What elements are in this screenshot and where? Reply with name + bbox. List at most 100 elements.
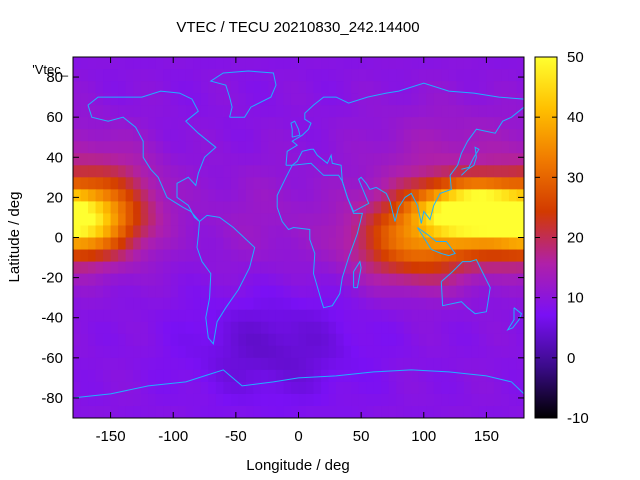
heatmap-cell bbox=[441, 261, 450, 275]
heatmap-cell bbox=[351, 261, 360, 275]
heatmap-cell bbox=[290, 381, 299, 395]
heatmap-cell bbox=[313, 405, 322, 419]
heatmap-cell bbox=[163, 117, 172, 130]
heatmap-cell bbox=[245, 249, 254, 263]
heatmap-cell bbox=[95, 177, 104, 190]
heatmap-cell bbox=[456, 141, 465, 154]
heatmap-cell bbox=[516, 261, 525, 275]
heatmap-cell bbox=[493, 369, 502, 383]
heatmap-cell bbox=[178, 309, 187, 323]
heatmap-cell bbox=[185, 285, 194, 299]
heatmap-cell bbox=[343, 321, 352, 335]
heatmap-cell bbox=[230, 345, 239, 359]
heatmap-cell bbox=[306, 369, 315, 383]
heatmap-cell bbox=[396, 333, 405, 347]
heatmap-cell bbox=[125, 165, 134, 178]
heatmap-cell bbox=[471, 369, 480, 383]
heatmap-cell bbox=[268, 93, 277, 106]
heatmap-cell bbox=[275, 165, 284, 178]
heatmap-cell bbox=[170, 225, 179, 238]
heatmap-cell bbox=[351, 333, 360, 347]
heatmap-cell bbox=[298, 393, 307, 407]
heatmap-cell bbox=[388, 225, 397, 238]
heatmap-cell bbox=[155, 381, 164, 395]
heatmap-cell bbox=[245, 405, 254, 419]
heatmap-cell bbox=[170, 177, 179, 190]
heatmap-cell bbox=[493, 57, 502, 70]
heatmap-cell bbox=[178, 153, 187, 166]
heatmap-cell bbox=[95, 201, 104, 214]
colorbar-tick-label: 10 bbox=[567, 290, 584, 307]
heatmap-cell bbox=[403, 297, 412, 311]
heatmap-cell bbox=[433, 381, 442, 395]
heatmap-cell bbox=[366, 309, 375, 323]
heatmap-cell bbox=[118, 225, 127, 238]
heatmap-cell bbox=[411, 213, 420, 226]
heatmap-cell bbox=[351, 369, 360, 383]
heatmap-cell bbox=[185, 129, 194, 142]
heatmap-cell bbox=[351, 69, 360, 82]
heatmap-cell bbox=[456, 201, 465, 214]
heatmap-cell bbox=[268, 141, 277, 154]
heatmap-cell bbox=[373, 177, 382, 190]
heatmap-cell bbox=[343, 213, 352, 226]
heatmap-cell bbox=[441, 225, 450, 238]
heatmap-cell bbox=[163, 201, 172, 214]
heatmap-cell bbox=[366, 333, 375, 347]
heatmap-cell bbox=[230, 357, 239, 371]
heatmap-cell bbox=[313, 165, 322, 178]
heatmap-cell bbox=[95, 273, 104, 287]
heatmap-cell bbox=[140, 297, 149, 311]
heatmap-cell bbox=[508, 213, 517, 226]
heatmap-cell bbox=[253, 237, 262, 251]
heatmap-cell bbox=[373, 297, 382, 311]
heatmap-cell bbox=[73, 237, 82, 251]
heatmap-cell bbox=[208, 189, 217, 202]
heatmap-cell bbox=[110, 105, 119, 118]
heatmap-cell bbox=[170, 57, 179, 70]
heatmap-cell bbox=[328, 93, 337, 106]
heatmap-cell bbox=[125, 261, 134, 275]
heatmap-cell bbox=[223, 153, 232, 166]
heatmap-cell bbox=[456, 345, 465, 359]
heatmap-cell bbox=[125, 393, 134, 407]
heatmap-cell bbox=[493, 165, 502, 178]
heatmap-cell bbox=[403, 357, 412, 371]
heatmap-cell bbox=[260, 249, 269, 263]
south-america-coast bbox=[196, 214, 256, 345]
heatmap-cell bbox=[388, 273, 397, 287]
heatmap-cell bbox=[268, 369, 277, 383]
heatmap-cell bbox=[103, 273, 112, 287]
heatmap-cell bbox=[178, 405, 187, 419]
heatmap-cell bbox=[418, 213, 427, 226]
heatmap-cell bbox=[493, 345, 502, 359]
heatmap-cell bbox=[396, 321, 405, 335]
heatmap-cell bbox=[185, 405, 194, 419]
heatmap-cell bbox=[516, 141, 525, 154]
heatmap-cell bbox=[208, 165, 217, 178]
heatmap-cell bbox=[486, 297, 495, 311]
heatmap-cell bbox=[110, 129, 119, 142]
heatmap-cell bbox=[268, 57, 277, 70]
heatmap-cell bbox=[95, 321, 104, 335]
y-tick-label: -40 bbox=[41, 310, 63, 327]
heatmap-cell bbox=[343, 105, 352, 118]
heatmap-cell bbox=[388, 153, 397, 166]
heatmap-cell bbox=[238, 273, 247, 287]
heatmap-cell bbox=[366, 369, 375, 383]
heatmap-cell bbox=[193, 225, 202, 238]
heatmap-cell bbox=[73, 333, 82, 347]
heatmap-cell bbox=[336, 393, 345, 407]
heatmap-cell bbox=[185, 393, 194, 407]
y-tick-label: 80 bbox=[46, 69, 63, 86]
heatmap-cell bbox=[283, 153, 292, 166]
heatmap-cell bbox=[80, 93, 89, 106]
heatmap-cell bbox=[140, 249, 149, 263]
heatmap-cell bbox=[328, 405, 337, 419]
heatmap-cell bbox=[110, 345, 119, 359]
heatmap-cell bbox=[268, 69, 277, 82]
heatmap-cell bbox=[373, 405, 382, 419]
heatmap-cell bbox=[463, 189, 472, 202]
heatmap-cell bbox=[306, 69, 315, 82]
